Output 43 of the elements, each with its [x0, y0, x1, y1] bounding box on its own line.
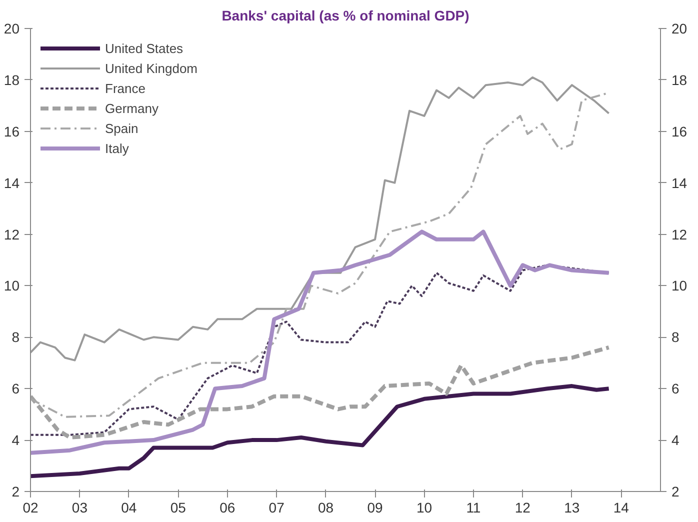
x-tick-label: 12 [514, 500, 531, 516]
line-series [30, 230, 611, 455]
y2-tick-label: 14 [672, 174, 688, 191]
x-tick-label: 11 [466, 500, 481, 516]
x-tick-label: 06 [220, 500, 236, 516]
x-tick-label: 05 [170, 500, 186, 516]
line-series [30, 384, 611, 478]
line-series [30, 76, 610, 362]
y2-tick-label: 4 [672, 432, 680, 448]
y2-tick-label: 20 [672, 20, 688, 36]
legend-label: Italy [105, 140, 129, 156]
x-tick-label: 04 [121, 500, 137, 516]
y2-tick-label: 6 [672, 380, 680, 397]
chart-title: Banks' capital (as % of nominal GDP) [222, 8, 470, 24]
y-tick-label: 12 [4, 226, 20, 242]
y-tick-label: 20 [4, 20, 20, 36]
y-tick-label: 18 [4, 72, 20, 88]
x-tick-label: 14 [613, 500, 630, 516]
y-tick-label: 2 [12, 484, 20, 500]
y2-tick-label: 8 [672, 329, 680, 346]
x-tick-label: 02 [22, 500, 38, 516]
y2-tick-label: 2 [672, 484, 680, 500]
y-tick-label: 6 [12, 380, 20, 397]
x-tick-label: 03 [72, 500, 88, 516]
x-tick-label: 08 [318, 500, 334, 516]
y2-tick-label: 10 [672, 278, 688, 294]
legend-label: United States [105, 40, 184, 56]
legend-label: Germany [105, 100, 158, 116]
y-tick-label: 14 [4, 174, 20, 191]
legend-label: France [105, 80, 146, 96]
legend-label: United Kingdom [105, 60, 198, 76]
y2-tick-label: 18 [672, 72, 688, 88]
legend-label: Spain [105, 120, 138, 136]
x-tick-label: 07 [268, 500, 285, 516]
y-tick-label: 4 [12, 432, 20, 448]
y2-tick-label: 16 [672, 123, 688, 140]
x-tick-label: 09 [367, 500, 384, 516]
y-tick-label: 10 [4, 278, 20, 294]
y-tick-label: 8 [12, 329, 20, 346]
y2-tick-label: 12 [672, 226, 688, 242]
y-tick-label: 16 [4, 123, 20, 140]
x-tick-label: 10 [416, 500, 432, 516]
x-tick-label: 13 [564, 500, 580, 516]
